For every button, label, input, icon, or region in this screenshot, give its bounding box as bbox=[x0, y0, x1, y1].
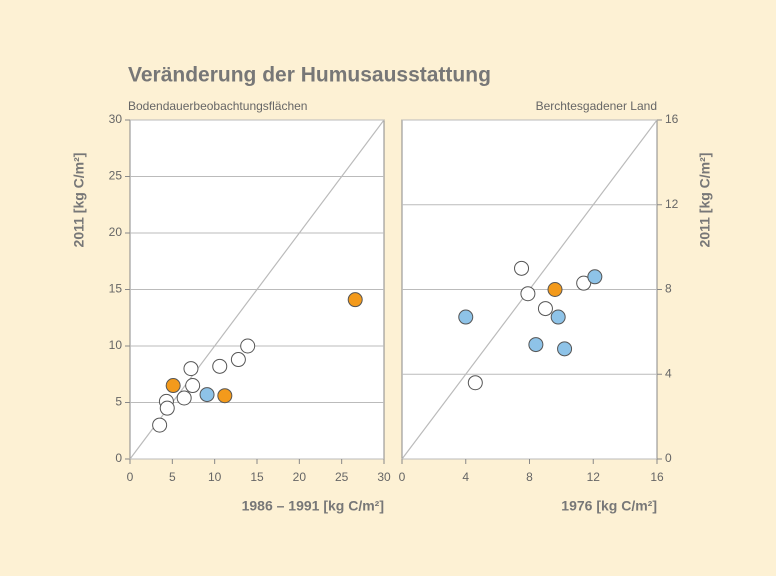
y-tick-label: 10 bbox=[109, 338, 123, 352]
y-tick-label: 20 bbox=[109, 225, 123, 239]
y-tick-label: 15 bbox=[109, 282, 123, 296]
x-axis-label: 1986 – 1991 [kg C/m²] bbox=[242, 498, 384, 514]
point bbox=[185, 378, 201, 394]
point bbox=[159, 400, 175, 416]
point bbox=[212, 358, 228, 374]
point bbox=[165, 378, 181, 394]
y-tick-label: 0 bbox=[115, 451, 122, 465]
point bbox=[199, 387, 215, 403]
x-tick-label: 12 bbox=[587, 470, 601, 484]
point bbox=[576, 275, 592, 291]
point bbox=[217, 388, 233, 404]
x-axis-label: 1976 [kg C/m²] bbox=[561, 498, 657, 514]
point bbox=[458, 309, 474, 325]
y-tick-label: 5 bbox=[115, 395, 122, 409]
subtitle: Berchtesgadener Land bbox=[536, 99, 657, 113]
y-tick-label: 16 bbox=[665, 112, 679, 126]
subtitle: Bodendauerbeobachtungsflächen bbox=[128, 99, 307, 113]
x-tick-label: 15 bbox=[250, 470, 264, 484]
point bbox=[467, 375, 483, 391]
y-tick-label: 25 bbox=[109, 169, 123, 183]
y-axis-label: 2011 [kg C/m²] bbox=[697, 153, 713, 248]
x-tick-label: 0 bbox=[399, 470, 406, 484]
point bbox=[347, 292, 363, 308]
x-tick-label: 20 bbox=[293, 470, 307, 484]
y-tick-label: 8 bbox=[665, 282, 672, 296]
y-tick-label: 4 bbox=[665, 366, 672, 380]
point bbox=[176, 390, 192, 406]
point bbox=[528, 337, 544, 353]
point bbox=[547, 282, 563, 297]
point bbox=[514, 260, 530, 276]
point bbox=[550, 309, 566, 325]
x-tick-label: 10 bbox=[208, 470, 222, 484]
x-tick-label: 25 bbox=[335, 470, 349, 484]
x-tick-label: 5 bbox=[169, 470, 176, 484]
point bbox=[557, 341, 573, 357]
y-axis-label: 2011 [kg C/m²] bbox=[71, 153, 87, 248]
x-tick-label: 4 bbox=[462, 470, 469, 484]
y-tick-label: 30 bbox=[109, 112, 123, 126]
x-tick-label: 30 bbox=[377, 470, 391, 484]
chart-title: Veränderung der Humusausstattung bbox=[128, 64, 491, 87]
point bbox=[240, 338, 256, 354]
point bbox=[152, 417, 168, 433]
x-tick-label: 16 bbox=[650, 470, 664, 484]
point bbox=[183, 361, 199, 377]
point bbox=[537, 301, 553, 317]
x-tick-label: 0 bbox=[127, 470, 134, 484]
y-tick-label: 12 bbox=[665, 197, 679, 211]
point bbox=[587, 269, 603, 285]
x-tick-label: 8 bbox=[526, 470, 533, 484]
point bbox=[520, 286, 536, 302]
point bbox=[230, 352, 246, 368]
y-tick-label: 0 bbox=[665, 451, 672, 465]
